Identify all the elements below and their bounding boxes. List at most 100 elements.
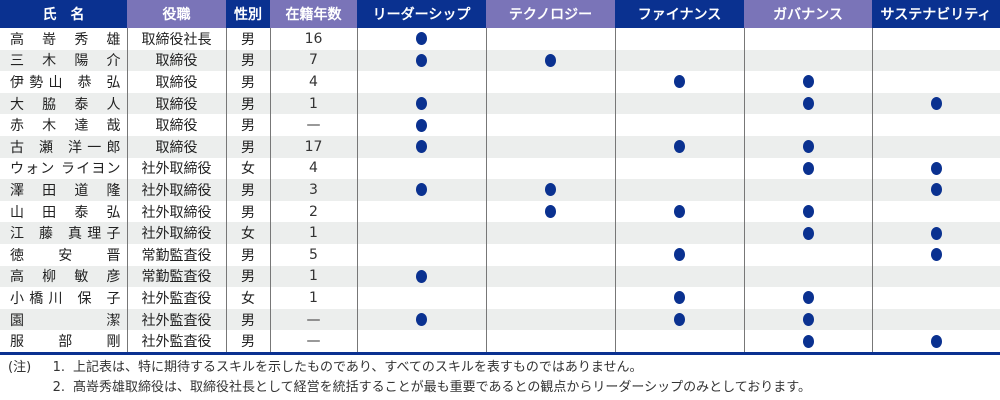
technology-cell bbox=[485, 71, 615, 93]
skill-dot-icon bbox=[416, 313, 427, 327]
technology-cell bbox=[485, 200, 615, 223]
footnotes: (注) 1. 上記表は、特に期待するスキルを示したものであり、すべてのスキルを表… bbox=[8, 358, 811, 398]
role-cell: 取締役 bbox=[126, 49, 226, 72]
governance-cell bbox=[743, 200, 872, 223]
table-row: 赤 木 達 哉取締役男 — bbox=[0, 114, 1000, 136]
name-cell: 高 柳 敏 彦 bbox=[0, 265, 127, 288]
skill-dot-icon bbox=[802, 226, 814, 240]
leadership-cell bbox=[356, 28, 486, 50]
sustainability-cell bbox=[871, 330, 1000, 355]
gender-cell: 男 bbox=[225, 243, 270, 266]
sustainability-cell bbox=[871, 114, 1000, 136]
finance-cell bbox=[614, 308, 744, 331]
table-row: 澤 田 道 隆社外取締役男 3 bbox=[0, 179, 1000, 201]
skill-dot-icon bbox=[802, 334, 814, 348]
role-cell: 社外取締役 bbox=[126, 222, 226, 244]
years-cell: 7 bbox=[269, 49, 357, 72]
name-cell: 伊勢山 恭 弘 bbox=[10, 74, 121, 91]
gender-cell: 男 bbox=[225, 179, 270, 201]
leadership-cell bbox=[356, 200, 486, 223]
skill-dot-icon bbox=[930, 183, 942, 197]
header-governance: ガバナンス bbox=[744, 0, 872, 28]
leadership-cell bbox=[356, 265, 486, 288]
technology-cell bbox=[485, 92, 615, 115]
table-body: 高 嵜 秀 雄取締役社長男 16 三 木 陽 介取締役男 7 伊勢山 恭 弘取締役男 4 大… bbox=[0, 28, 1000, 355]
finance-cell bbox=[614, 92, 744, 115]
years-cell: 17 bbox=[269, 135, 357, 158]
header-sustainability: サステナビリティ bbox=[872, 0, 1000, 28]
technology-cell bbox=[485, 157, 615, 180]
technology-cell bbox=[485, 28, 615, 50]
years-cell: 16 bbox=[269, 28, 357, 50]
name-cell: 小橋川 保 子 bbox=[10, 290, 121, 307]
finance-cell bbox=[614, 200, 744, 223]
role-cell: 常勤監査役 bbox=[126, 265, 226, 288]
governance-cell bbox=[743, 114, 872, 136]
table-row: 徳 安 晋常勤監査役男 5 bbox=[0, 243, 1000, 266]
skill-dot-icon bbox=[545, 205, 556, 219]
skill-dot-icon bbox=[802, 140, 814, 154]
leadership-cell bbox=[356, 157, 486, 180]
finance-cell bbox=[614, 179, 744, 201]
years-cell: — bbox=[269, 308, 357, 331]
role-cell: 取締役社長 bbox=[126, 28, 226, 50]
skill-dot-icon bbox=[545, 53, 556, 67]
role-cell: 取締役 bbox=[126, 135, 226, 158]
role-cell: 社外取締役 bbox=[126, 157, 226, 180]
gender-cell: 女 bbox=[225, 157, 270, 180]
leadership-cell bbox=[356, 71, 486, 93]
footnote-number: 2. bbox=[52, 380, 65, 395]
gender-cell: 男 bbox=[225, 265, 270, 288]
skill-dot-icon bbox=[674, 291, 685, 305]
role-cell: 社外監査役 bbox=[126, 308, 226, 331]
governance-cell bbox=[743, 28, 872, 50]
gender-cell: 男 bbox=[225, 200, 270, 223]
finance-cell bbox=[614, 28, 744, 50]
table-row: 三 木 陽 介取締役男 7 bbox=[0, 49, 1000, 72]
footnote-prefix: (注) bbox=[8, 360, 32, 375]
sustainability-cell bbox=[871, 222, 1000, 244]
skill-dot-icon bbox=[416, 32, 427, 46]
finance-cell bbox=[614, 287, 744, 309]
finance-cell bbox=[614, 157, 744, 180]
technology-cell bbox=[485, 135, 615, 158]
name-cell: 高 嵜 秀 雄 bbox=[10, 31, 121, 48]
role-cell: 取締役 bbox=[126, 114, 226, 136]
years-cell: 4 bbox=[269, 157, 357, 180]
name-cell: 大 脇 泰 人 bbox=[0, 92, 127, 115]
technology-cell bbox=[485, 265, 615, 288]
footnote-text: 髙嵜秀雄取締役は、取締役社長として経営を統括することが最も重要であるとの観点から… bbox=[73, 380, 812, 395]
table-row: 大 脇 泰 人取締役男 1 bbox=[0, 92, 1000, 115]
skill-dot-icon bbox=[930, 248, 942, 262]
gender-cell: 男 bbox=[225, 71, 270, 93]
header-years: 在籍年数 bbox=[270, 0, 357, 28]
governance-cell bbox=[743, 243, 872, 266]
finance-cell bbox=[614, 330, 744, 355]
table-row: 小橋川 保 子社外監査役女 1 bbox=[0, 287, 1000, 309]
leadership-cell bbox=[356, 49, 486, 72]
skill-dot-icon bbox=[416, 140, 427, 154]
gender-cell: 男 bbox=[225, 308, 270, 331]
leadership-cell bbox=[356, 135, 486, 158]
skill-dot-icon bbox=[802, 205, 814, 219]
name-cell: 服 部 剛 bbox=[0, 330, 127, 355]
sustainability-cell bbox=[871, 157, 1000, 180]
skill-dot-icon bbox=[930, 334, 942, 348]
header-leadership: リーダーシップ bbox=[357, 0, 486, 28]
technology-cell bbox=[485, 330, 615, 355]
technology-cell bbox=[485, 243, 615, 266]
technology-cell bbox=[485, 179, 615, 201]
name-cell: ウォン ライヨン bbox=[10, 161, 121, 178]
header-row: 氏 名 役職 性別 在籍年数 リーダーシップ テクノロジー ファイナンス ガバナ… bbox=[0, 0, 1000, 28]
skill-dot-icon bbox=[416, 97, 427, 111]
years-cell: 2 bbox=[269, 200, 357, 223]
role-cell: 社外監査役 bbox=[126, 330, 226, 355]
years-cell: 5 bbox=[269, 243, 357, 266]
governance-cell bbox=[743, 157, 872, 180]
skill-dot-icon bbox=[416, 183, 427, 197]
skill-dot-icon bbox=[416, 118, 427, 132]
gender-cell: 男 bbox=[225, 49, 270, 72]
sustainability-cell bbox=[871, 265, 1000, 288]
skill-dot-icon bbox=[802, 291, 814, 305]
years-cell: 1 bbox=[269, 92, 357, 115]
